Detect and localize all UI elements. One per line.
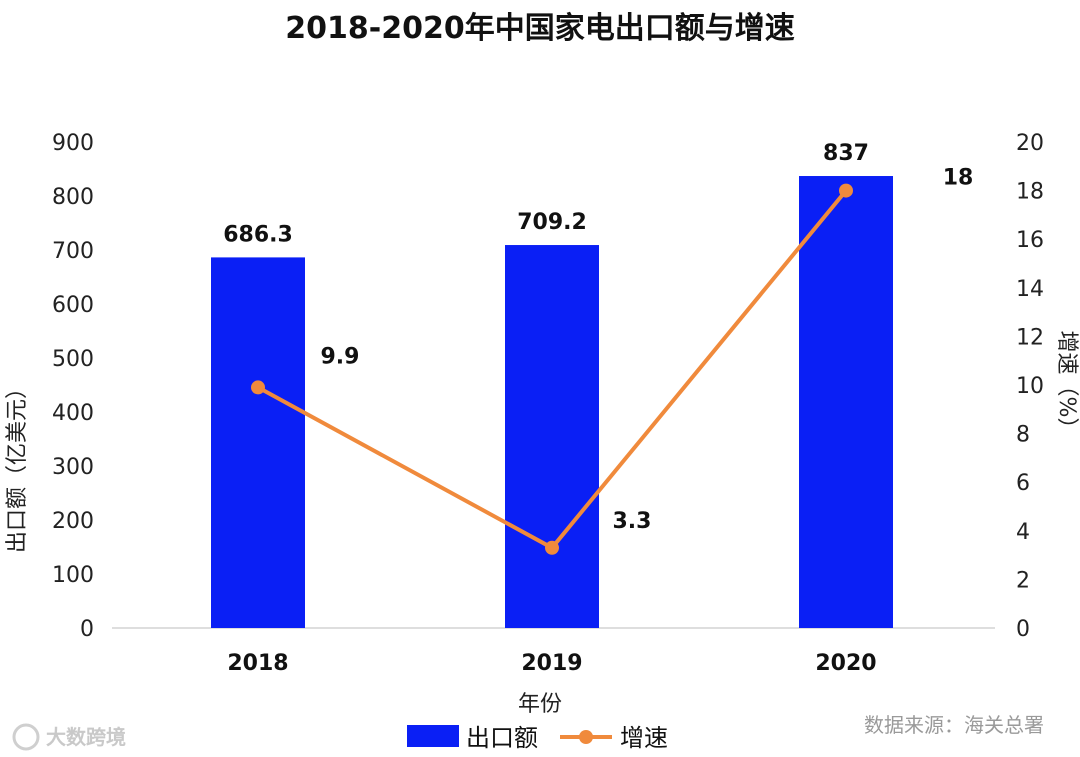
right-tick-label: 12 <box>1016 325 1044 350</box>
left-tick-label: 100 <box>52 563 94 588</box>
x-axis-label: 年份 <box>518 692 562 717</box>
bar-value-label: 686.3 <box>223 222 293 247</box>
watermark-logo-icon <box>12 723 40 751</box>
legend-swatch-bar <box>407 725 459 747</box>
left-tick-label: 200 <box>52 509 94 534</box>
right-tick-label: 18 <box>1016 180 1044 205</box>
line-series <box>251 183 853 555</box>
growth-value-label: 3.3 <box>613 509 652 534</box>
right-tick-label: 16 <box>1016 228 1044 253</box>
watermark: 大数跨境 <box>12 723 126 751</box>
legend-label-bar: 出口额 <box>466 724 538 752</box>
right-axis-ticks: 0 2 4 6 8 10 12 14 16 18 20 <box>1016 131 1044 642</box>
left-axis-label: 出口额（亿美元） <box>5 377 30 553</box>
source-note: 数据来源：海关总署 <box>864 713 1044 737</box>
growth-value-label: 18 <box>943 166 974 191</box>
growth-point-2018 <box>251 380 265 395</box>
right-tick-label: 2 <box>1016 568 1030 593</box>
left-axis-ticks: 0 100 200 300 400 500 600 700 800 900 <box>52 131 94 642</box>
bar-series <box>211 176 893 629</box>
left-tick-label: 800 <box>52 185 94 210</box>
growth-point-2019 <box>545 540 559 555</box>
bar-2020 <box>799 176 893 628</box>
right-tick-label: 14 <box>1016 277 1044 302</box>
right-tick-label: 8 <box>1016 423 1030 448</box>
left-tick-label: 0 <box>80 617 94 642</box>
bar-data-labels: 686.3 709.2 837 <box>223 141 869 247</box>
growth-value-label: 9.9 <box>321 344 360 369</box>
left-tick-label: 400 <box>52 401 94 426</box>
right-tick-label: 4 <box>1016 520 1030 545</box>
x-tick-label: 2019 <box>521 651 582 676</box>
x-axis-ticks: 2018 2019 2020 <box>227 651 876 676</box>
bar-value-label: 709.2 <box>517 210 587 235</box>
watermark-text: 大数跨境 <box>46 725 126 749</box>
right-tick-label: 20 <box>1016 131 1044 156</box>
legend-label-line: 增速 <box>620 724 668 752</box>
bar-2019 <box>505 245 599 629</box>
left-tick-label: 500 <box>52 347 94 372</box>
line-data-labels: 9.9 3.3 18 <box>321 166 974 534</box>
bar-value-label: 837 <box>823 141 869 166</box>
x-tick-label: 2020 <box>815 651 876 676</box>
legend: 出口额 增速 <box>407 724 668 752</box>
right-tick-label: 6 <box>1016 471 1030 496</box>
bar-2018 <box>211 257 305 628</box>
legend-swatch-marker <box>579 730 593 744</box>
right-tick-label: 0 <box>1016 617 1030 642</box>
chart-title: 2018-2020年中国家电出口额与增速 <box>285 11 794 46</box>
right-tick-label: 10 <box>1016 374 1044 399</box>
x-tick-label: 2018 <box>227 651 288 676</box>
growth-point-2020 <box>839 183 853 198</box>
left-tick-label: 600 <box>52 293 94 318</box>
left-tick-label: 700 <box>52 239 94 264</box>
left-tick-label: 900 <box>52 131 94 156</box>
right-axis-label: 增速（%） <box>1054 331 1079 440</box>
left-tick-label: 300 <box>52 455 94 480</box>
